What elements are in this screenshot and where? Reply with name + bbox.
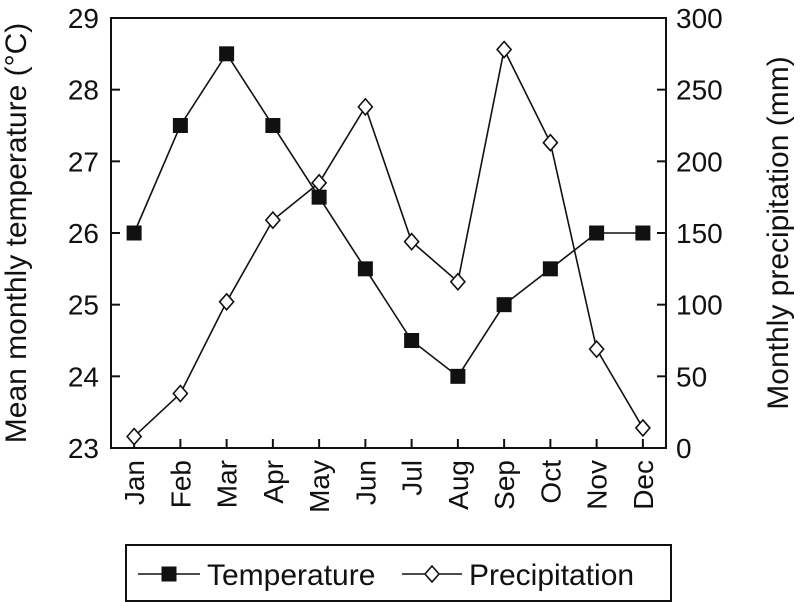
- y-tick-label: 24: [68, 361, 99, 392]
- x-tick-label: Sep: [489, 460, 520, 510]
- temperature-point: [450, 368, 466, 384]
- precipitation-point: [126, 427, 143, 446]
- plot-area: 23 24 25 26 27 28 29 0 50 100 150 200 250 300 Jan Feb Ma…: [0, 3, 795, 513]
- y2-tick-label: 150: [676, 218, 723, 249]
- temperature-point: [172, 118, 188, 133]
- x-tick-label: Oct: [535, 460, 566, 504]
- y-tick-label: 27: [68, 146, 99, 177]
- precipitation-point: [218, 292, 235, 312]
- precipitation-point: [357, 97, 374, 117]
- temperature-point: [635, 225, 651, 241]
- precipitation-point: [172, 384, 189, 403]
- precipitation-point: [449, 272, 466, 291]
- y2-tick-label: 100: [676, 290, 723, 321]
- y-tick-label: 26: [68, 218, 99, 249]
- temperature-point: [265, 118, 281, 133]
- precipitation-point: [264, 210, 281, 230]
- precipitation-point: [542, 133, 559, 152]
- x-tick-label: Jul: [397, 460, 428, 496]
- series-line-temperature: [133, 52, 643, 378]
- y2-tick-label: 250: [676, 75, 723, 106]
- temperature-point: [311, 189, 327, 205]
- y-axis-title: Mean monthly temperature (°C): [0, 23, 33, 443]
- legend-marker-precipitation: [423, 564, 441, 584]
- y2-tick-label: 300: [676, 3, 723, 34]
- y-tick-label: 23: [68, 433, 99, 464]
- plot-frame: [110, 17, 667, 449]
- y2-tick-label: 50: [676, 361, 707, 392]
- x-tick-label: Feb: [165, 460, 196, 508]
- x-tick-label: Jan: [119, 460, 150, 505]
- y2-axis-title: Monthly precipitation (mm): [762, 56, 795, 409]
- precipitation-point: [496, 40, 513, 59]
- y2-tick-label: 0: [676, 433, 692, 464]
- x-tick-label: Dec: [628, 460, 659, 510]
- precipitation-point: [311, 173, 328, 193]
- temperature-point: [126, 225, 142, 241]
- y-tick-label: 25: [68, 290, 99, 321]
- series-line-precipitation: [133, 47, 644, 438]
- temperature-point: [404, 333, 420, 348]
- x-tick-label: Aug: [443, 460, 474, 510]
- legend: Temperature Precipitation: [125, 544, 672, 602]
- temperature-point: [357, 261, 373, 277]
- precipitation-point: [403, 232, 420, 251]
- y2-tick-label: 200: [676, 146, 723, 177]
- x-tick-label: Jun: [350, 460, 381, 505]
- x-tick-label: Nov: [582, 460, 613, 510]
- temperature-point: [542, 261, 558, 277]
- temperature-point: [589, 225, 605, 241]
- x-tick-label: Apr: [258, 460, 289, 504]
- y-tick-label: 28: [68, 75, 99, 106]
- y-tick-label: 29: [68, 3, 99, 34]
- legend-label-precipitation: Precipitation: [469, 559, 634, 592]
- temperature-point: [496, 297, 512, 313]
- precipitation-point: [634, 418, 651, 438]
- legend-label-temperature: Temperature: [207, 559, 375, 592]
- legend-box: [125, 544, 672, 602]
- precipitation-point: [588, 339, 605, 359]
- x-tick-label: May: [304, 460, 335, 513]
- x-tick-label: Mar: [212, 460, 243, 508]
- temperature-point: [219, 46, 235, 62]
- legend-marker-temperature: [161, 566, 177, 582]
